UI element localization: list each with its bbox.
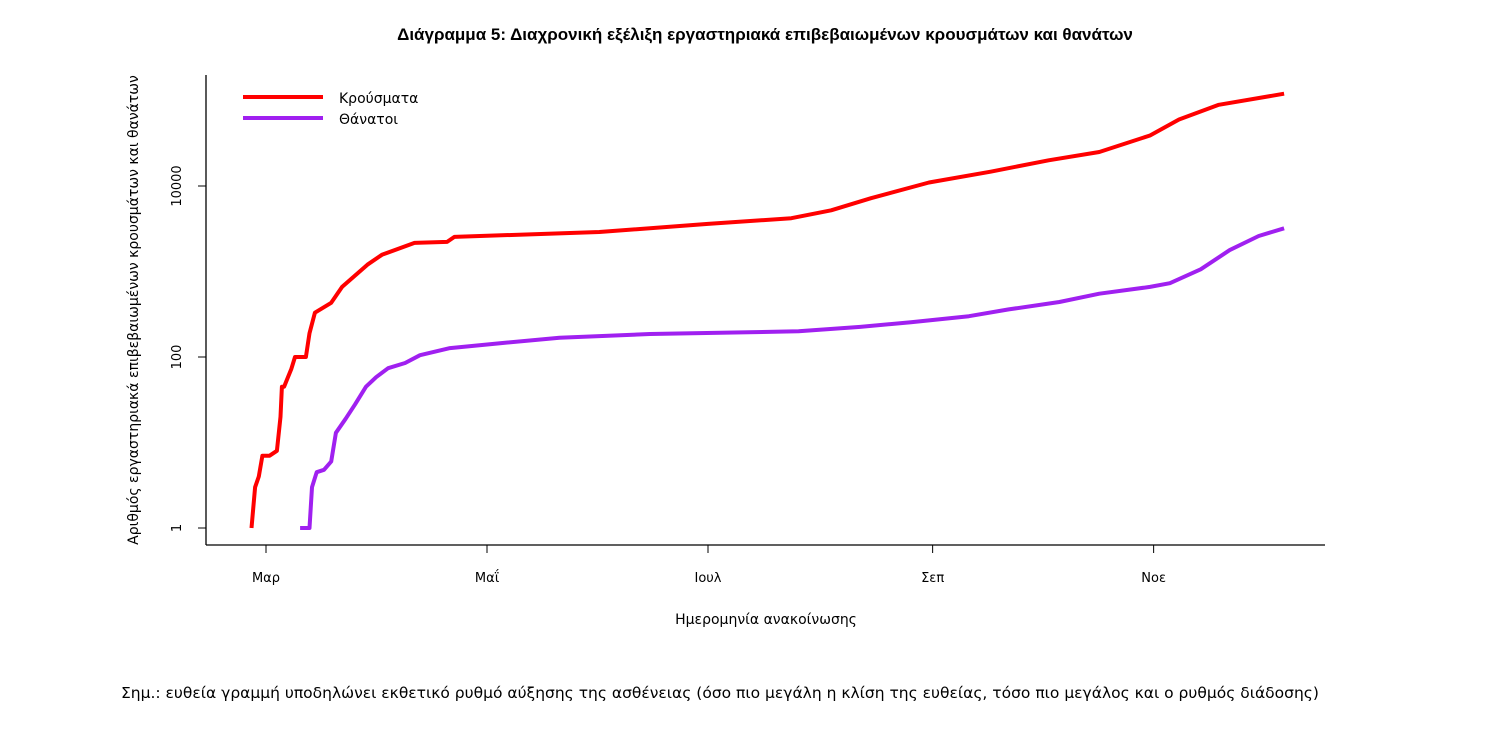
y-tick-label: 1 [170, 524, 185, 532]
x-tick-label: Σεπ [921, 571, 944, 586]
y-tick-label: 10000 [170, 165, 185, 206]
y-axis-label: Αριθμός εργαστηριακά επιβεβαιωμένων κρου… [126, 75, 142, 545]
x-tick-label: Νοε [1141, 571, 1166, 586]
series-line-cases [249, 91, 1285, 529]
x-axis-label: Ημερομηνία ανακοίνωσης [675, 612, 857, 628]
y-tick-label: 100 [170, 345, 185, 370]
x-tick-label: Μαρ [252, 571, 280, 586]
legend-label-cases: Κρούσματα [339, 91, 418, 107]
x-tick-label: Ιουλ [694, 571, 721, 586]
legend: Κρούσματα Θάνατοι [243, 91, 418, 128]
x-tick-label: Μαΐ [475, 570, 500, 586]
legend-label-deaths: Θάνατοι [339, 112, 398, 128]
series-line-deaths [300, 226, 1285, 530]
chart-note: Σημ.: ευθεία γραμμή υποδηλώνει εκθετικό … [121, 684, 1319, 702]
chart-title: Διάγραμμα 5: Διαχρονική εξέλιξη εργαστηρ… [397, 25, 1133, 44]
